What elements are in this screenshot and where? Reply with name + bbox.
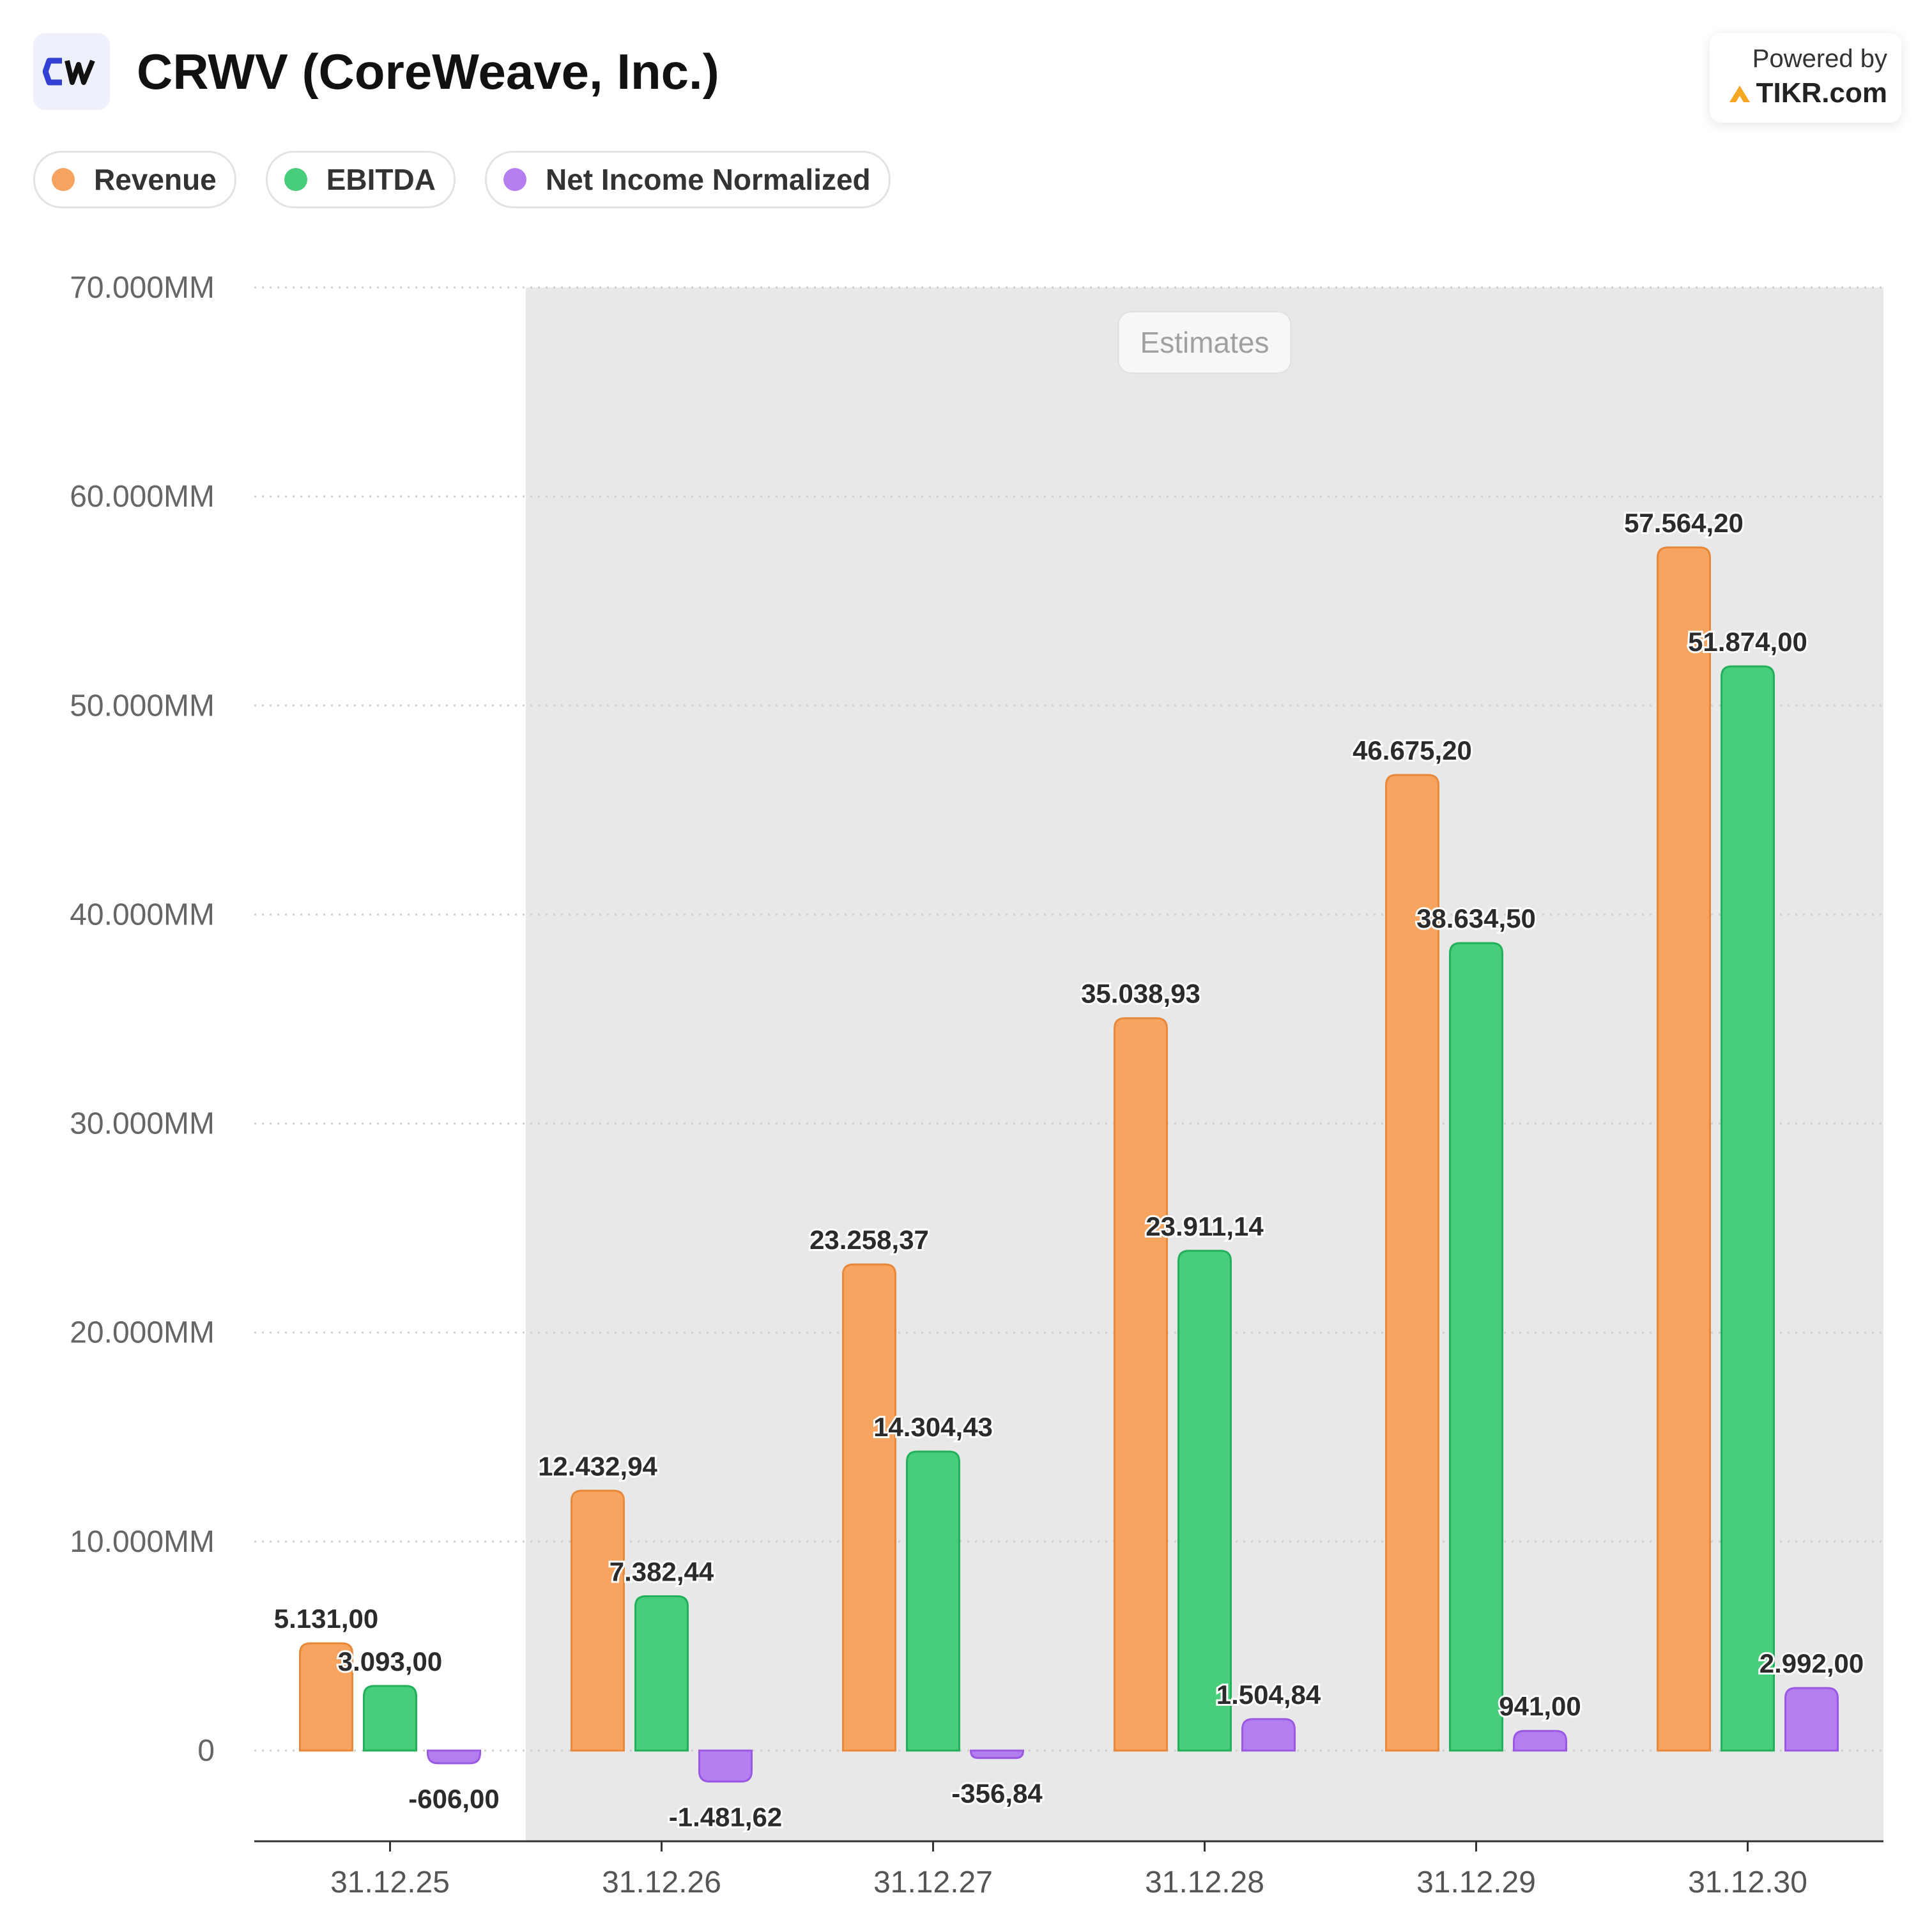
estimates-label: Estimates bbox=[1140, 326, 1269, 359]
data-label-ebitda: 23.911,14 bbox=[1146, 1211, 1264, 1241]
y-tick-label: 50.000MM bbox=[70, 689, 215, 723]
x-tick-label: 31.12.25 bbox=[330, 1866, 450, 1899]
bar-ebitda-31.12.30 bbox=[1721, 665, 1775, 1752]
bar-net-income-31.12.27 bbox=[969, 1749, 1025, 1759]
data-label-net-income: -356,84 bbox=[951, 1779, 1043, 1809]
legend-dot-ebitda bbox=[284, 168, 307, 191]
data-label-revenue: 46.675,20 bbox=[1353, 735, 1472, 765]
legend-item-revenue[interactable]: Revenue bbox=[33, 151, 236, 208]
bar-net-income-31.12.26 bbox=[698, 1749, 753, 1782]
legend-label-ebitda: EBITDA bbox=[326, 163, 436, 196]
data-label-ebitda: 38.634,50 bbox=[1416, 903, 1536, 933]
estimates-badge bbox=[1117, 311, 1292, 374]
bar-ebitda-31.12.25 bbox=[363, 1685, 417, 1752]
legend-item-ebitda[interactable]: EBITDA bbox=[265, 151, 456, 208]
tikr-brand: TIKR.com bbox=[1756, 77, 1887, 109]
bar-revenue-31.12.25 bbox=[299, 1642, 353, 1752]
bar-revenue-31.12.28 bbox=[1114, 1017, 1168, 1752]
bar-ebitda-31.12.27 bbox=[906, 1450, 960, 1752]
data-label-ebitda: 7.382,44 bbox=[610, 1556, 714, 1586]
legend-label-net-income: Net Income Normalized bbox=[545, 163, 871, 196]
data-label-net-income: -606,00 bbox=[408, 1784, 499, 1814]
y-tick-label: 0 bbox=[197, 1734, 215, 1768]
powered-by-text: Powered by bbox=[1752, 45, 1887, 73]
chart-legend: Revenue EBITDA Net Income Normalized bbox=[33, 151, 891, 208]
tikr-logo-icon bbox=[1729, 86, 1750, 102]
bar-revenue-31.12.29 bbox=[1385, 774, 1439, 1752]
y-tick-label: 10.000MM bbox=[70, 1525, 215, 1559]
bar-ebitda-31.12.29 bbox=[1449, 942, 1503, 1752]
legend-label-revenue: Revenue bbox=[94, 163, 217, 196]
page-title: CRWV (CoreWeave, Inc.) bbox=[137, 43, 719, 100]
bar-revenue-31.12.26 bbox=[571, 1489, 625, 1752]
bar-net-income-31.12.29 bbox=[1513, 1729, 1567, 1752]
data-label-net-income: 2.992,00 bbox=[1759, 1648, 1864, 1678]
x-tick-label: 31.12.26 bbox=[602, 1866, 721, 1899]
data-label-net-income: 941,00 bbox=[1499, 1691, 1581, 1721]
data-label-revenue: 5.131,00 bbox=[274, 1604, 379, 1634]
x-tick-label: 31.12.28 bbox=[1145, 1866, 1264, 1899]
coreweave-logo bbox=[33, 33, 110, 110]
bar-revenue-31.12.27 bbox=[842, 1263, 896, 1752]
legend-dot-net-income bbox=[503, 168, 526, 191]
data-label-revenue: 23.258,37 bbox=[809, 1225, 929, 1255]
coreweave-logo-icon bbox=[43, 57, 95, 86]
data-label-revenue: 35.038,93 bbox=[1081, 979, 1200, 1009]
bar-ebitda-31.12.26 bbox=[634, 1595, 689, 1752]
y-tick-label: 40.000MM bbox=[70, 898, 215, 931]
bar-net-income-31.12.25 bbox=[427, 1749, 481, 1765]
data-label-ebitda: 14.304,43 bbox=[873, 1412, 993, 1442]
data-label-revenue: 12.432,94 bbox=[538, 1451, 657, 1481]
data-label-net-income: -1.481,62 bbox=[669, 1802, 782, 1832]
bar-net-income-31.12.28 bbox=[1241, 1718, 1296, 1752]
powered-by-badge[interactable]: Powered by TIKR.com bbox=[1710, 33, 1901, 123]
data-label-ebitda: 51.874,00 bbox=[1688, 627, 1807, 657]
x-tick-label: 31.12.27 bbox=[873, 1866, 993, 1899]
chart-header: CRWV (CoreWeave, Inc.) bbox=[33, 33, 719, 110]
y-tick-label: 30.000MM bbox=[70, 1107, 215, 1141]
legend-item-net-income[interactable]: Net Income Normalized bbox=[484, 151, 891, 208]
data-label-net-income: 1.504,84 bbox=[1216, 1680, 1321, 1710]
y-tick-label: 60.000MM bbox=[70, 480, 215, 514]
data-label-ebitda: 3.093,00 bbox=[338, 1646, 443, 1676]
y-tick-label: 70.000MM bbox=[70, 271, 215, 305]
y-tick-label: 20.000MM bbox=[70, 1316, 215, 1350]
x-tick-label: 31.12.29 bbox=[1416, 1866, 1536, 1899]
data-label-revenue: 57.564,20 bbox=[1624, 508, 1744, 538]
bar-net-income-31.12.30 bbox=[1784, 1687, 1839, 1752]
bar-revenue-31.12.30 bbox=[1657, 546, 1711, 1752]
bar-ebitda-31.12.28 bbox=[1177, 1250, 1232, 1752]
x-tick-label: 31.12.30 bbox=[1688, 1866, 1807, 1899]
legend-dot-revenue bbox=[52, 168, 75, 191]
